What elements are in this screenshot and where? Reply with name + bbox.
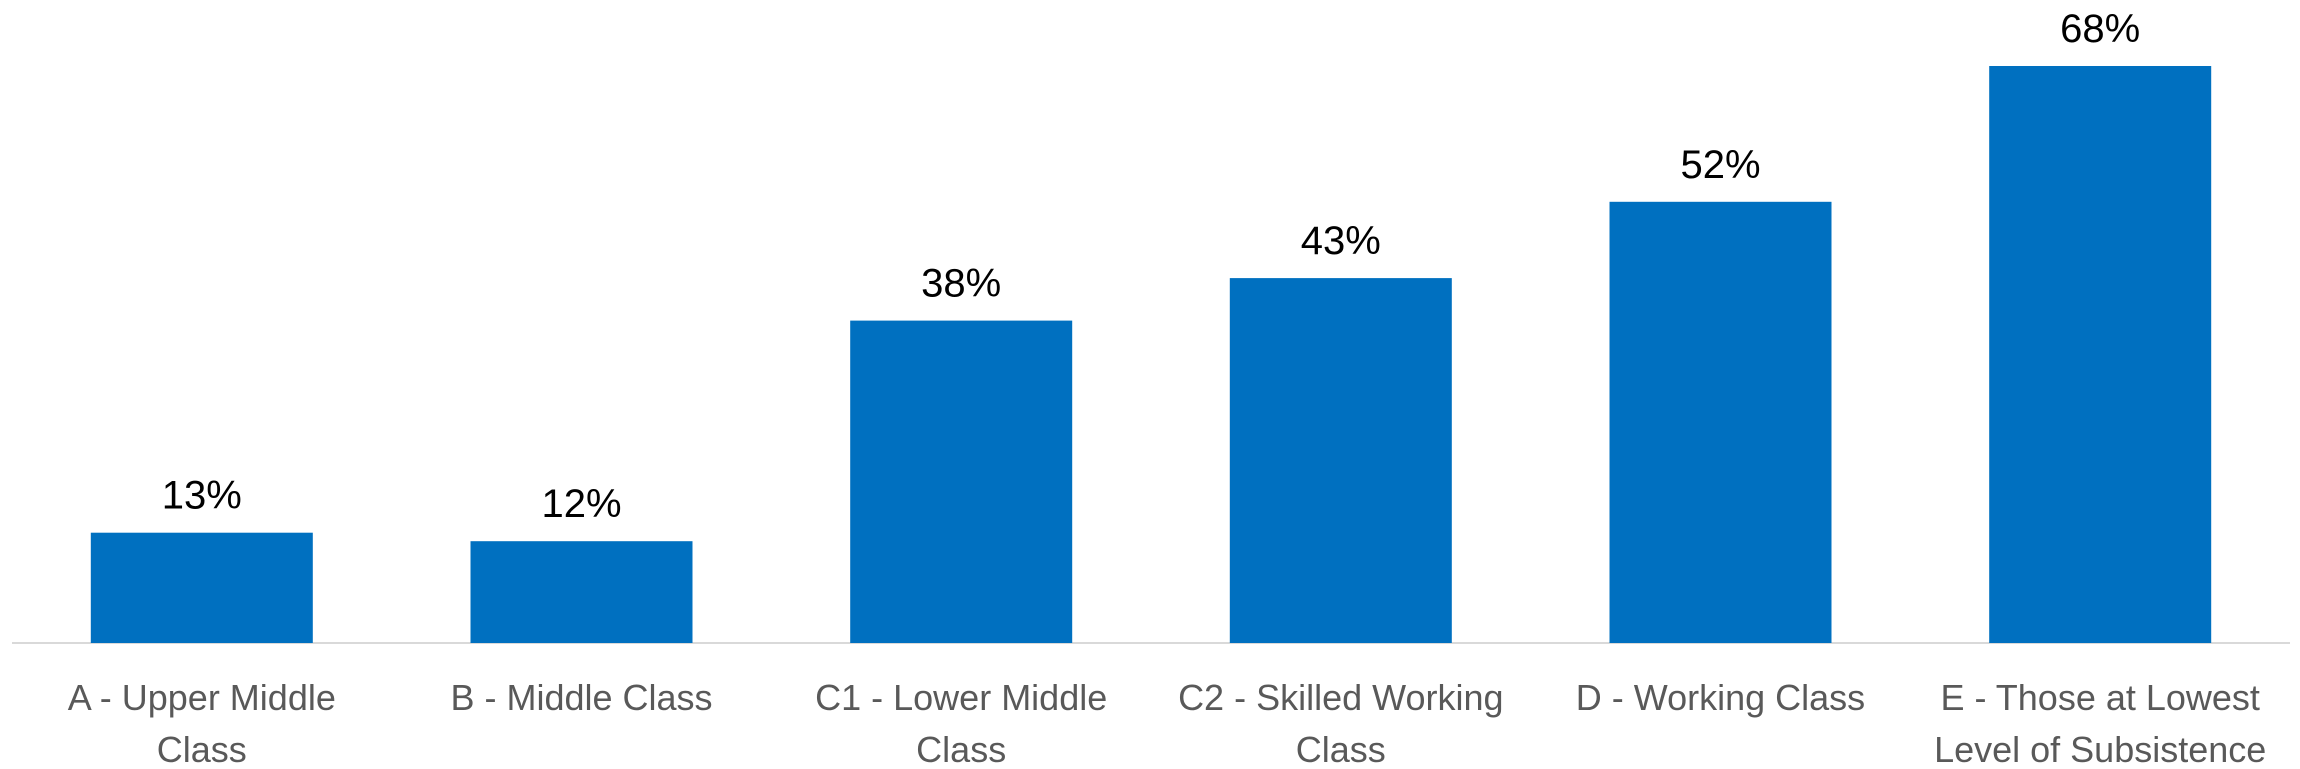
category-labels-group: A - Upper Middle Class B - Middle Class C1 … [68,677,2267,769]
bar-value-label: 13% [162,474,242,518]
bar [850,320,1073,643]
bar-value-label: 68% [2060,7,2140,51]
bar [1989,66,2212,643]
category-tick-label: E - Those at Lowest Level of Subsistence [1934,677,2266,769]
category-tick-label: B - Middle Class [450,677,712,718]
bars-group [90,66,2212,644]
bar [1609,201,1832,644]
category-tick-label: C2 - Skilled Working Class [1178,677,1503,769]
category-tick-label: A - Upper Middle Class [68,677,336,769]
category-tick-label: D - Working Class [1576,677,1865,718]
category-tick-label: C1 - Lower Middle Class [815,677,1107,769]
bar-value-label: 52% [1680,143,1760,187]
bar-value-label: 43% [1301,219,1381,263]
bar [1229,278,1452,643]
value-labels-group: 13% 12% 38% 43% 52% 68% [162,7,2140,526]
bar [470,541,693,643]
bar-value-label: 38% [921,262,1001,306]
bar-value-label: 12% [541,482,621,526]
bar [90,532,313,643]
